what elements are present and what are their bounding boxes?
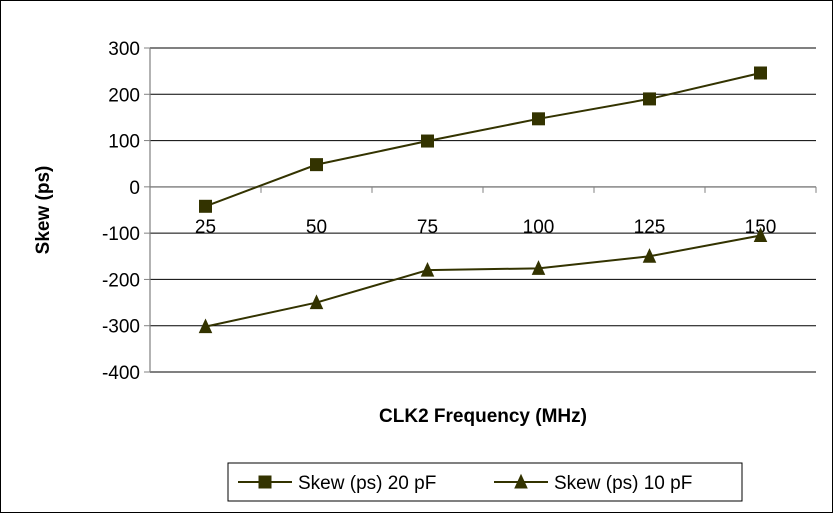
series-line-1 <box>205 234 761 328</box>
y-tick-label: -400 <box>102 363 140 384</box>
triangle-marker <box>198 318 213 334</box>
triangle-marker <box>420 261 435 277</box>
axis-ticks: 3002001000-100-200-300-40025507510012515… <box>102 39 817 384</box>
square-marker <box>310 158 323 172</box>
square-marker <box>532 112 545 126</box>
y-tick-label: 0 <box>129 178 140 199</box>
y-tick-label: -100 <box>102 224 140 245</box>
legend-square-marker-icon <box>258 475 272 489</box>
x-tick-label: 125 <box>634 217 666 238</box>
square-marker <box>754 66 767 80</box>
square-marker <box>199 199 212 213</box>
legend-triangle-marker-icon <box>514 473 528 489</box>
x-tick-label: 100 <box>523 217 555 238</box>
x-axis-title: CLK2 Frequency (MHz) <box>379 406 587 427</box>
triangle-marker <box>642 248 657 263</box>
legend: Skew (ps) 20 pF Skew (ps) 10 pF <box>227 462 743 502</box>
legend-label-10pf: Skew (ps) 10 pF <box>554 473 692 494</box>
triangle-marker <box>753 227 768 242</box>
x-tick-label: 25 <box>195 217 216 238</box>
x-tick-label: 75 <box>417 217 438 238</box>
y-tick-label: -300 <box>102 317 140 338</box>
x-tick-label: 50 <box>306 217 327 238</box>
y-axis-title: Skew (ps) <box>33 166 54 255</box>
series-line-0 <box>205 72 761 208</box>
y-tick-label: 100 <box>108 132 140 153</box>
y-tick-label: -200 <box>102 270 140 291</box>
y-tick-label: 200 <box>108 85 140 106</box>
y-tick-label: 300 <box>108 39 140 60</box>
series-group <box>198 66 768 334</box>
triangle-marker <box>309 294 324 310</box>
triangle-marker <box>531 260 546 275</box>
square-marker <box>643 92 656 106</box>
legend-box <box>227 462 743 502</box>
square-marker <box>421 134 434 148</box>
legend-label-20pf: Skew (ps) 20 pF <box>298 473 436 494</box>
